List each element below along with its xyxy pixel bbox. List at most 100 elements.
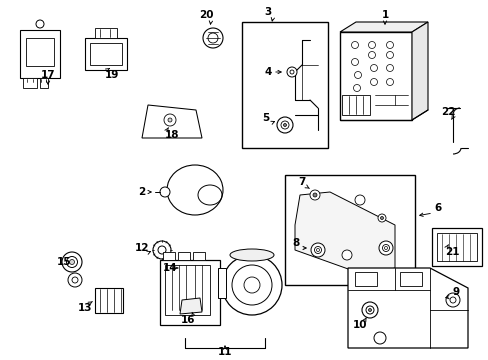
- Circle shape: [314, 247, 321, 253]
- Text: 21: 21: [444, 247, 458, 257]
- Circle shape: [289, 70, 293, 74]
- Text: 18: 18: [164, 130, 179, 140]
- Text: 1: 1: [381, 10, 388, 20]
- Bar: [341, 95, 369, 115]
- Circle shape: [370, 78, 377, 86]
- Circle shape: [354, 72, 361, 78]
- Text: 5: 5: [262, 113, 269, 123]
- Circle shape: [286, 67, 296, 77]
- Circle shape: [168, 118, 172, 122]
- Circle shape: [184, 265, 191, 271]
- Circle shape: [380, 216, 383, 220]
- Circle shape: [445, 293, 459, 307]
- Circle shape: [203, 28, 223, 48]
- Bar: [85, 38, 127, 70]
- Circle shape: [312, 193, 316, 197]
- Text: 9: 9: [451, 287, 459, 297]
- Bar: [90, 43, 122, 65]
- Circle shape: [386, 64, 393, 72]
- Circle shape: [276, 117, 292, 133]
- Bar: [40, 78, 48, 88]
- Circle shape: [180, 260, 196, 276]
- Polygon shape: [294, 192, 394, 275]
- Polygon shape: [347, 268, 467, 348]
- Circle shape: [72, 277, 78, 283]
- Polygon shape: [180, 298, 202, 314]
- Bar: [164, 265, 209, 315]
- Polygon shape: [339, 22, 427, 32]
- Text: 11: 11: [217, 347, 232, 357]
- Bar: [399, 272, 421, 286]
- Circle shape: [316, 248, 319, 252]
- Circle shape: [158, 246, 165, 254]
- Bar: [218, 268, 225, 298]
- Text: 2: 2: [138, 187, 145, 197]
- Text: 4: 4: [264, 67, 271, 77]
- Text: 20: 20: [198, 10, 213, 20]
- Bar: [339, 32, 411, 120]
- Bar: [26, 38, 54, 66]
- Circle shape: [160, 187, 170, 197]
- Text: 3: 3: [264, 7, 271, 17]
- Circle shape: [378, 241, 392, 255]
- Bar: [354, 272, 376, 286]
- Circle shape: [368, 309, 371, 311]
- Circle shape: [386, 51, 393, 59]
- Circle shape: [449, 297, 455, 303]
- Text: 12: 12: [135, 243, 149, 253]
- Ellipse shape: [229, 249, 273, 261]
- Circle shape: [207, 33, 218, 43]
- Bar: [436, 233, 476, 261]
- Circle shape: [66, 256, 77, 267]
- Bar: [23, 78, 37, 88]
- Circle shape: [351, 41, 358, 49]
- Circle shape: [368, 41, 375, 49]
- Text: 14: 14: [163, 263, 177, 273]
- Text: 13: 13: [78, 303, 92, 313]
- Bar: [95, 28, 117, 38]
- Bar: [431, 228, 481, 266]
- Circle shape: [365, 306, 373, 314]
- Circle shape: [384, 247, 386, 249]
- Circle shape: [281, 121, 288, 129]
- Bar: [160, 260, 220, 325]
- Circle shape: [386, 78, 393, 86]
- Text: 8: 8: [292, 238, 299, 248]
- Bar: [95, 288, 123, 313]
- Text: 6: 6: [433, 203, 441, 213]
- Text: 15: 15: [57, 257, 71, 267]
- Circle shape: [69, 260, 74, 265]
- Circle shape: [62, 252, 82, 272]
- Circle shape: [68, 273, 82, 287]
- Circle shape: [373, 332, 385, 344]
- Bar: [193, 252, 204, 260]
- Circle shape: [231, 265, 271, 305]
- Circle shape: [370, 64, 377, 72]
- Circle shape: [351, 58, 358, 66]
- Circle shape: [222, 255, 282, 315]
- Bar: [163, 252, 175, 260]
- Text: 10: 10: [352, 320, 366, 330]
- Text: 7: 7: [298, 177, 305, 187]
- Text: 16: 16: [181, 315, 195, 325]
- Circle shape: [153, 241, 171, 259]
- Circle shape: [309, 190, 319, 200]
- Circle shape: [377, 214, 385, 222]
- Circle shape: [382, 244, 389, 252]
- Circle shape: [36, 20, 44, 28]
- Text: 17: 17: [41, 70, 55, 80]
- Circle shape: [341, 250, 351, 260]
- Circle shape: [244, 277, 260, 293]
- Bar: [178, 252, 190, 260]
- Text: 22: 22: [440, 107, 454, 117]
- Polygon shape: [142, 105, 202, 138]
- Bar: [285, 175, 414, 285]
- Circle shape: [368, 51, 375, 59]
- Circle shape: [361, 302, 377, 318]
- Circle shape: [354, 195, 364, 205]
- Bar: [242, 22, 327, 148]
- Polygon shape: [411, 22, 427, 120]
- Circle shape: [386, 41, 393, 49]
- Text: 19: 19: [104, 70, 119, 80]
- Circle shape: [310, 243, 325, 257]
